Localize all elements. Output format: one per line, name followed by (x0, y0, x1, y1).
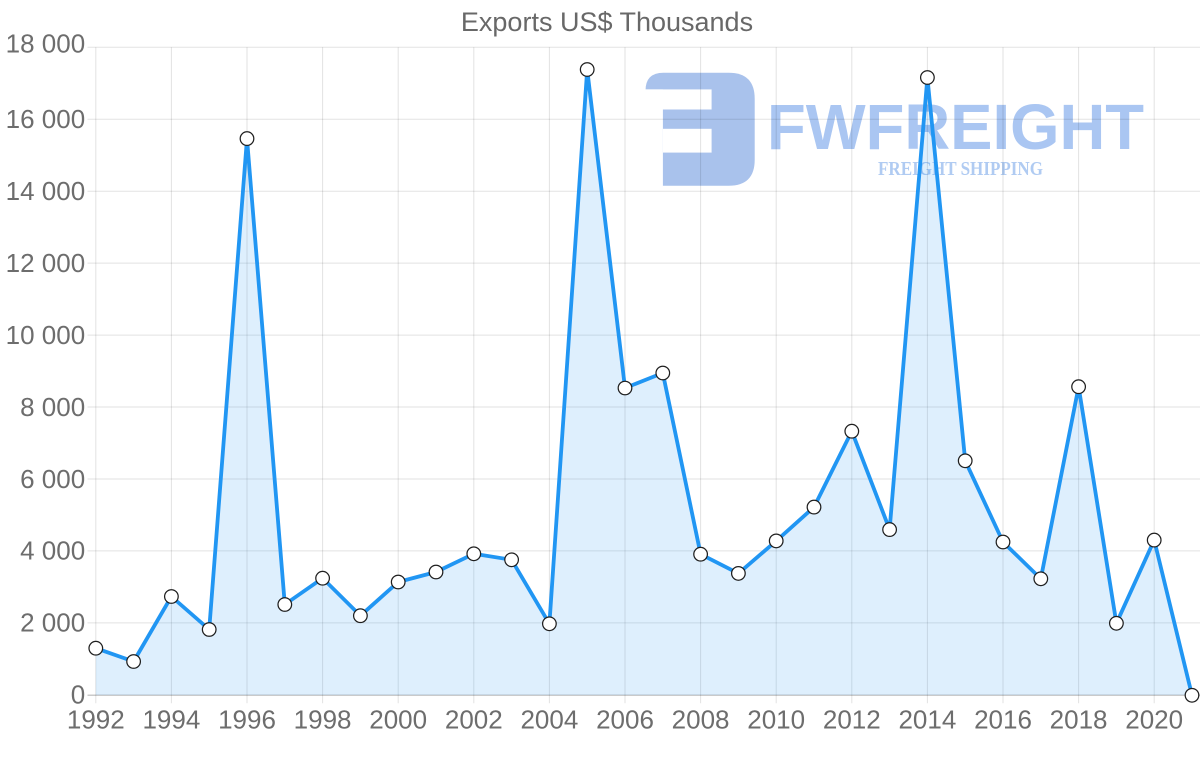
svg-text:1998: 1998 (294, 705, 352, 735)
svg-text:12 000: 12 000 (6, 248, 86, 278)
svg-text:6 000: 6 000 (20, 464, 85, 494)
svg-text:FREIGHT SHIPPING: FREIGHT SHIPPING (878, 158, 1043, 180)
svg-text:2006: 2006 (596, 705, 654, 735)
svg-text:Exports US$ Thousands: Exports US$ Thousands (461, 7, 753, 37)
svg-text:1996: 1996 (218, 705, 276, 735)
svg-text:14 000: 14 000 (6, 176, 86, 206)
svg-text:2 000: 2 000 (20, 608, 85, 638)
svg-text:2016: 2016 (974, 705, 1032, 735)
svg-text:2010: 2010 (747, 705, 805, 735)
svg-text:18 000: 18 000 (6, 28, 86, 58)
svg-text:2014: 2014 (898, 705, 956, 735)
svg-text:FWFREIGHT: FWFREIGHT (767, 91, 1144, 163)
svg-text:10 000: 10 000 (6, 320, 86, 350)
svg-text:2012: 2012 (823, 705, 881, 735)
svg-text:4 000: 4 000 (20, 536, 85, 566)
svg-text:2018: 2018 (1050, 705, 1108, 735)
svg-text:2002: 2002 (445, 705, 503, 735)
svg-text:2020: 2020 (1125, 705, 1183, 735)
svg-text:0: 0 (71, 680, 85, 710)
svg-text:8 000: 8 000 (20, 392, 85, 422)
svg-text:2004: 2004 (520, 705, 578, 735)
svg-text:16 000: 16 000 (6, 104, 86, 134)
svg-text:1992: 1992 (67, 705, 125, 735)
svg-text:2000: 2000 (369, 705, 427, 735)
svg-text:2008: 2008 (672, 705, 730, 735)
svg-text:1994: 1994 (142, 705, 200, 735)
